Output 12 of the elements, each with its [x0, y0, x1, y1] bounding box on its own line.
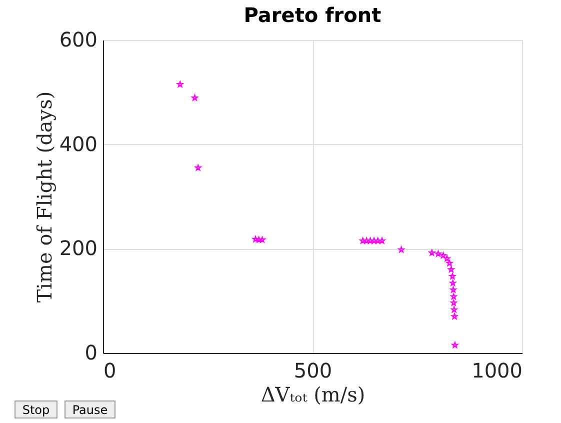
y-tick-label: 0 — [84, 340, 98, 364]
x-tick-label: 0 — [104, 358, 116, 382]
x-tick-label: 500 — [294, 358, 332, 382]
y-tick-label: 400 — [59, 132, 98, 156]
chart-title: Pareto front — [244, 3, 382, 27]
x-axis-title: ΔVₜₒₜ (m/s) — [260, 382, 366, 406]
text: Stop — [22, 403, 50, 417]
y-tick-label: 200 — [59, 236, 98, 260]
text: Pause — [72, 403, 108, 417]
y-axis-title: Time of Flight (days) — [32, 91, 56, 303]
x-tick-label: 1000 — [472, 358, 522, 382]
y-tick-label: 600 — [59, 28, 98, 52]
